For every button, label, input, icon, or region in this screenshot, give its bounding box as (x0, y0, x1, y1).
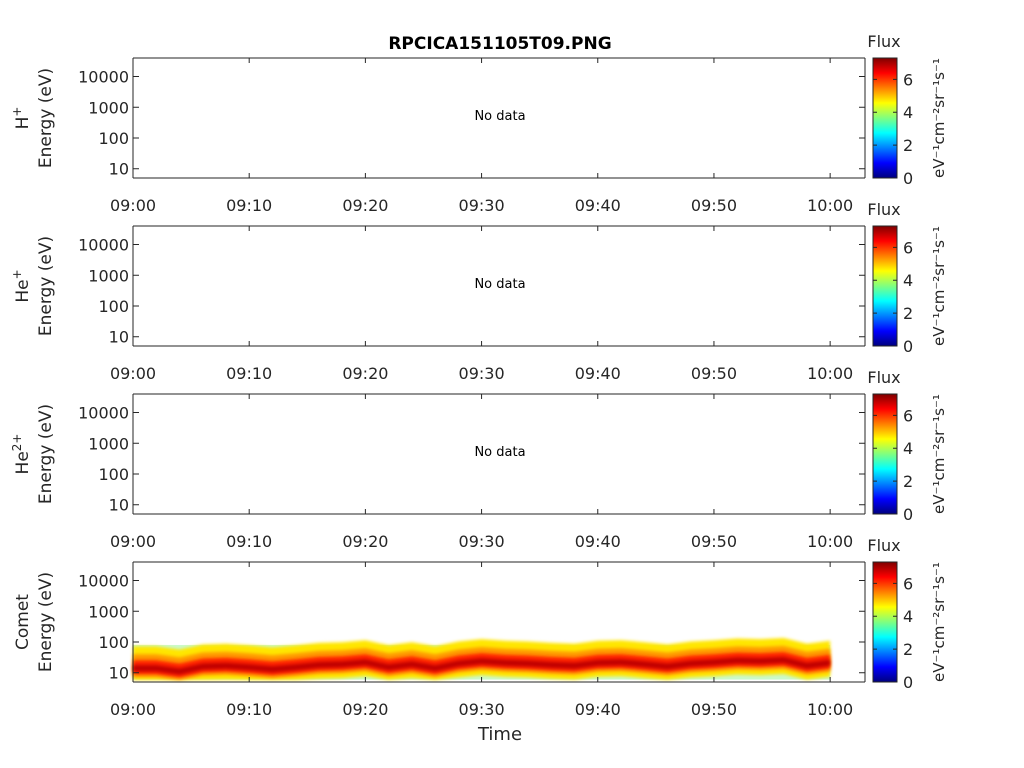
no-data-label: No data (474, 277, 525, 292)
no-data-label: No data (474, 109, 525, 124)
y-axis-label: Energy (eV) (36, 68, 56, 168)
y-tick-label: 1000 (88, 266, 129, 285)
colorbar-unit-label: eV⁻¹cm⁻²sr⁻¹s⁻¹ (930, 394, 948, 514)
x-tick-label: 09:40 (575, 700, 621, 719)
x-tick-label: 10:00 (807, 364, 853, 383)
colorbar-tick-label: 4 (903, 607, 913, 626)
colorbar-tick-label: 6 (903, 406, 913, 425)
y-tick-label: 1000 (88, 98, 129, 117)
y-tick-label: 1000 (88, 602, 129, 621)
y-axis-label: Energy (eV) (36, 572, 56, 672)
colorbar-tick-label: 4 (903, 271, 913, 290)
species-label: He+ (10, 269, 33, 302)
colorbar-tick-label: 0 (903, 337, 913, 356)
x-tick-label: 09:40 (575, 364, 621, 383)
species-name: He (13, 451, 33, 474)
panel-4: 09:00 09:10 09:20 09:30 09:40 09:50 10:00 10 100… (13, 536, 948, 719)
colorbar-unit-label: eV⁻¹cm⁻²sr⁻¹s⁻¹ (930, 226, 948, 346)
x-tick-label: 09:20 (342, 364, 388, 383)
x-tick-label: 09:40 (575, 196, 621, 215)
species-label: Comet (13, 594, 33, 650)
x-tick-label: 09:20 (342, 700, 388, 719)
colorbar-unit-label: eV⁻¹cm⁻²sr⁻¹s⁻¹ (930, 562, 948, 682)
y-tick-label: 100 (98, 465, 129, 484)
colorbar-tick-label: 4 (903, 439, 913, 458)
colorbar (872, 225, 898, 347)
species-label: H+ (10, 107, 33, 130)
x-tick-label: 09:20 (342, 196, 388, 215)
y-axis-label: Energy (eV) (36, 236, 56, 336)
x-tick-label: 09:10 (226, 196, 272, 215)
y-tick-label: 10000 (78, 404, 129, 423)
colorbar-tick-label: 2 (903, 304, 913, 323)
colorbar-tick-label: 4 (903, 103, 913, 122)
x-tick-label: 09:50 (691, 700, 737, 719)
colorbar-tick-label: 2 (903, 472, 913, 491)
panel-2: 09:00 09:10 09:20 09:30 09:40 09:50 10:00 10 100… (10, 200, 948, 383)
colorbar-title: Flux (867, 200, 900, 219)
no-data-label: No data (474, 445, 525, 460)
x-tick-label: 09:00 (110, 196, 156, 215)
species-charge: + (10, 269, 24, 279)
flux-band-red (133, 652, 831, 678)
y-tick-label: 10000 (78, 572, 129, 591)
colorbar-title: Flux (867, 32, 900, 51)
panel-1: 09:00 09:10 09:20 09:30 09:40 09:50 10:00 10 100… (10, 32, 948, 215)
y-tick-label: 10000 (78, 68, 129, 87)
y-axis-label: Energy (eV) (36, 404, 56, 504)
colorbar-unit-label: eV⁻¹cm⁻²sr⁻¹s⁻¹ (930, 58, 948, 178)
colorbar-tick-label: 6 (903, 70, 913, 89)
species-name: H (13, 117, 33, 130)
species-label: He2+ (10, 434, 33, 475)
species-name: He (13, 279, 33, 302)
colorbar (872, 561, 898, 683)
colorbar-tick-label: 6 (903, 238, 913, 257)
x-tick-label: 09:30 (459, 196, 505, 215)
colorbar-tick-label: 0 (903, 673, 913, 692)
x-tick-label: 09:50 (691, 364, 737, 383)
x-tick-label: 10:00 (807, 196, 853, 215)
x-tick-label: 10:00 (807, 532, 853, 551)
x-tick-label: 09:10 (226, 532, 272, 551)
x-tick-label: 09:20 (342, 532, 388, 551)
x-tick-label: 09:30 (459, 532, 505, 551)
y-tick-label: 100 (98, 129, 129, 148)
x-tick-label: 09:30 (459, 364, 505, 383)
x-tick-label: 09:30 (459, 700, 505, 719)
colorbar-title: Flux (867, 536, 900, 555)
flux-band-peak (133, 657, 831, 675)
species-charge: + (10, 107, 24, 117)
x-tick-label: 09:00 (110, 364, 156, 383)
species-name: Comet (13, 594, 33, 650)
species-charge: 2+ (10, 434, 24, 452)
y-tick-label: 1000 (88, 434, 129, 453)
y-tick-label: 10 (109, 328, 129, 347)
x-tick-label: 09:00 (110, 532, 156, 551)
x-tick-label: 09:50 (691, 196, 737, 215)
colorbar-tick-label: 0 (903, 505, 913, 524)
x-tick-label: 09:10 (226, 364, 272, 383)
panel-3: 09:00 09:10 09:20 09:30 09:40 09:50 10:00 10 100… (10, 368, 948, 551)
colorbar (872, 393, 898, 515)
x-tick-label: 09:50 (691, 532, 737, 551)
y-tick-label: 100 (98, 633, 129, 652)
y-tick-label: 100 (98, 297, 129, 316)
x-tick-label: 09:10 (226, 700, 272, 719)
x-axis-label: Time (477, 724, 522, 745)
x-tick-label: 10:00 (807, 700, 853, 719)
y-tick-label: 10 (109, 160, 129, 179)
colorbar-tick-label: 2 (903, 640, 913, 659)
y-tick-label: 10 (109, 664, 129, 683)
y-tick-label: 10000 (78, 236, 129, 255)
figure-title: RPCICA151105T09.PNG (388, 34, 611, 54)
colorbar-title: Flux (867, 368, 900, 387)
colorbar-tick-label: 2 (903, 136, 913, 155)
colorbar-tick-label: 6 (903, 574, 913, 593)
x-tick-label: 09:40 (575, 532, 621, 551)
colorbar-tick-label: 0 (903, 169, 913, 188)
colorbar (872, 57, 898, 179)
x-tick-label: 09:00 (110, 700, 156, 719)
y-tick-label: 10 (109, 496, 129, 515)
